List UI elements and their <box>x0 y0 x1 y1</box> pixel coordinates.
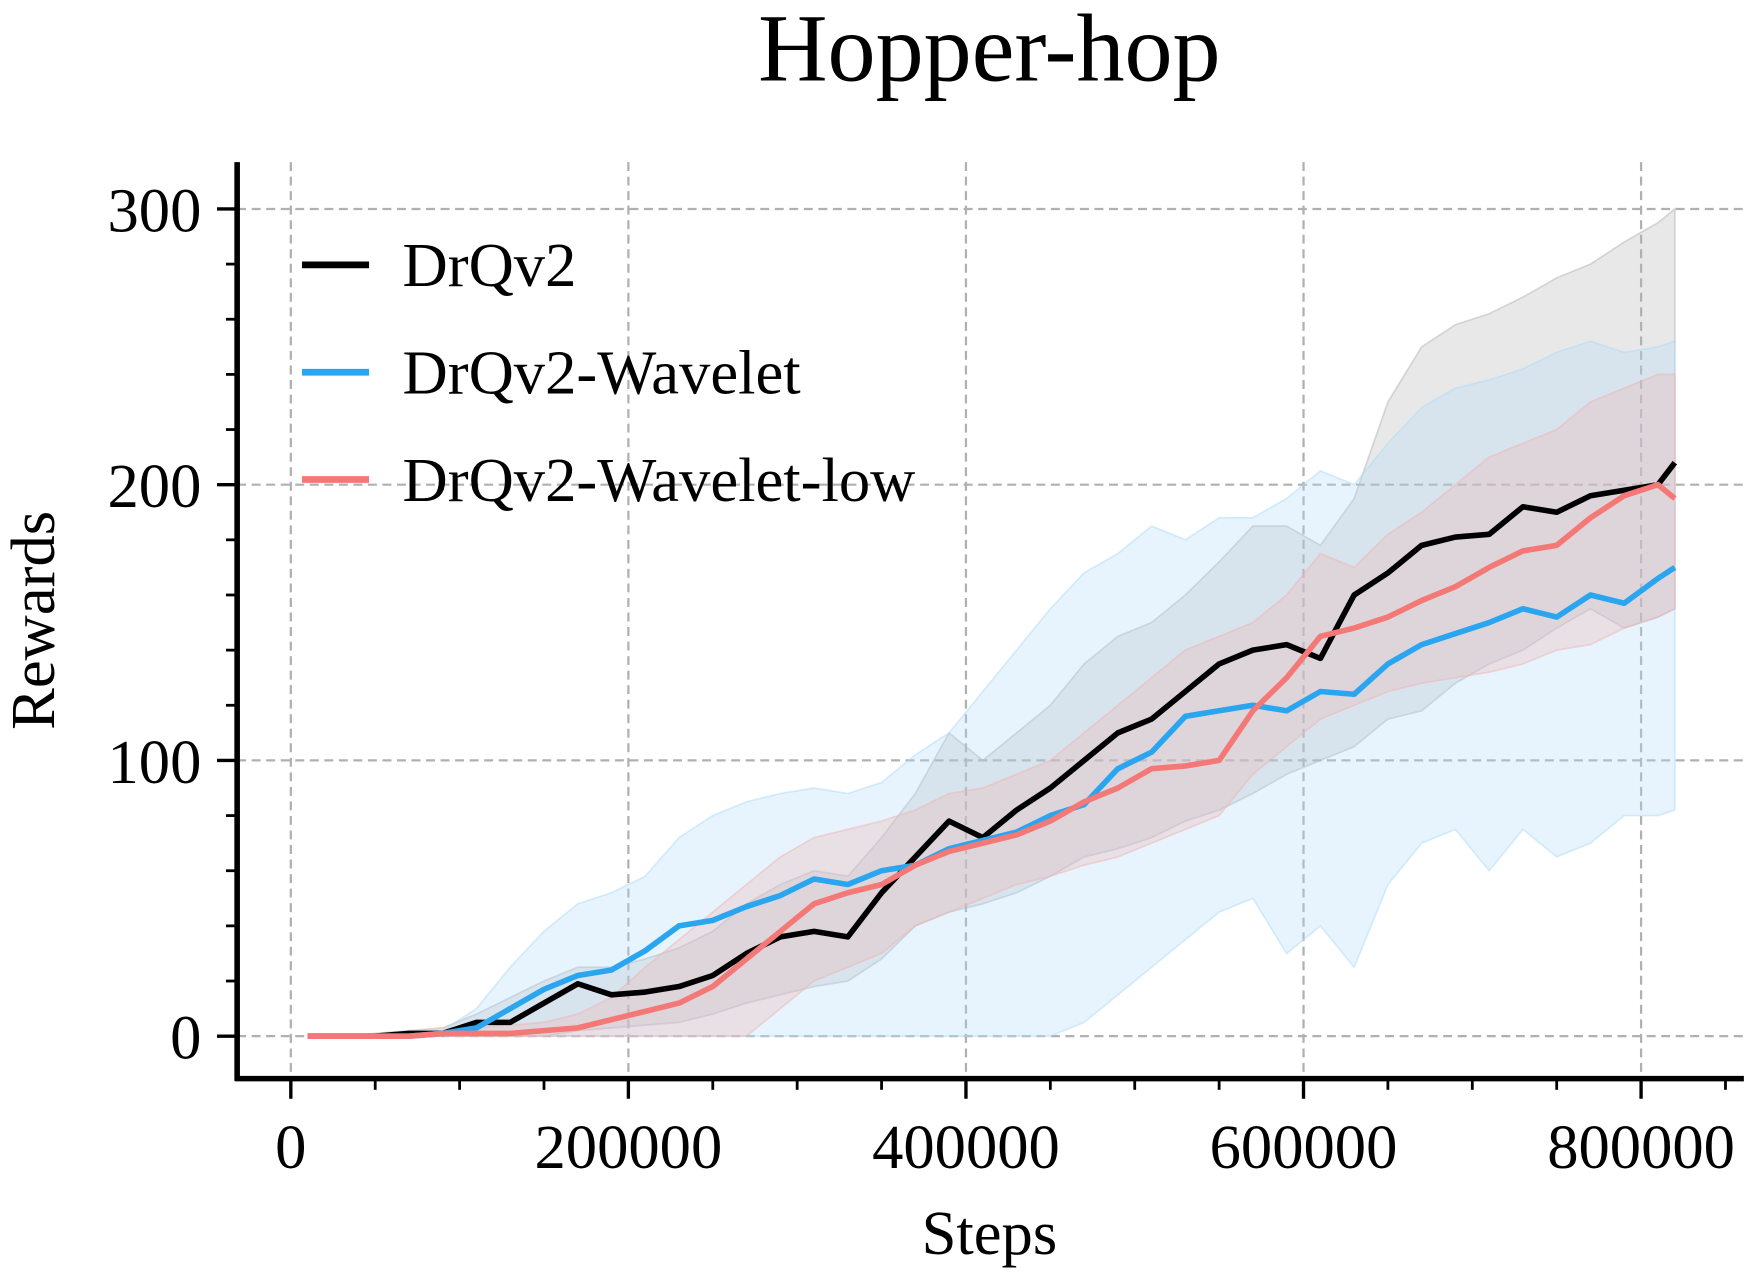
x-tick-label: 400000 <box>872 1112 1060 1182</box>
confidence-band <box>307 373 1676 1038</box>
y-tick-label: 200 <box>108 451 202 521</box>
x-tick-label: 200000 <box>535 1112 723 1182</box>
chart-title: Hopper-hop <box>758 0 1220 101</box>
legend-label: DrQv2-Wavelet-low <box>403 445 916 515</box>
x-tick-label: 800000 <box>1547 1112 1735 1182</box>
y-tick-label: 0 <box>170 1003 201 1073</box>
legend-label: DrQv2 <box>403 230 577 300</box>
x-tick-label: 0 <box>275 1112 306 1182</box>
x-axis-label: Steps <box>922 1198 1058 1268</box>
y-axis-label: Rewards <box>0 511 68 730</box>
x-tick-label: 600000 <box>1210 1112 1398 1182</box>
y-tick-label: 300 <box>108 175 202 245</box>
series-line <box>307 481 1677 1039</box>
y-tick-label: 100 <box>108 727 202 797</box>
legend-label: DrQv2-Wavelet <box>403 337 802 407</box>
series-line <box>307 460 1678 1039</box>
